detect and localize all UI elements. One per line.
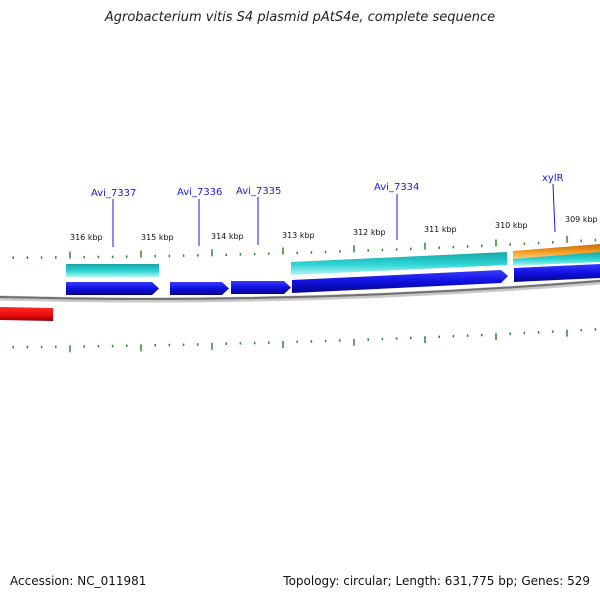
kbp-labels: 316 kbp 315 kbp 314 kbp 313 kbp 312 kbp … [70, 215, 598, 242]
gene-xylr-arrow[interactable] [514, 264, 600, 282]
gene-label-avi-7334[interactable]: Avi_7334 [374, 182, 419, 193]
gene-label-leaders [112, 183, 556, 247]
kbp-label-315: 315 kbp [141, 233, 174, 242]
gene-label-avi-7335[interactable]: Avi_7335 [236, 186, 281, 197]
leader-xylr [552, 183, 556, 233]
kbp-label-312: 312 kbp [353, 228, 386, 237]
topology-info: Topology: circular; Length: 631,775 bp; … [283, 574, 590, 588]
gene-label-avi-7337[interactable]: Avi_7337 [91, 188, 136, 199]
feature-avi-7337-rna[interactable] [66, 264, 159, 277]
kbp-label-316: 316 kbp [70, 233, 103, 242]
accession-info: Accession: NC_011981 [10, 574, 146, 588]
accession-value: NC_011981 [77, 574, 147, 588]
gene-labels: Avi_7337 Avi_7336 Avi_7335 Avi_7334 xylR [91, 173, 564, 199]
kbp-tick-track-top [12, 235, 597, 259]
feature-avi-7334-rna[interactable] [291, 252, 507, 275]
feature-xylr-orange[interactable] [513, 244, 600, 259]
kbp-label-311: 311 kbp [424, 225, 457, 234]
kbp-label-309: 309 kbp [565, 215, 598, 224]
cds-forward-track [66, 264, 600, 295]
map-title: Agrobacterium vitis S4 plasmid pAtS4e, c… [104, 10, 496, 25]
kbp-tick-track-bottom [12, 328, 597, 353]
rna-feature-track [66, 244, 600, 277]
accession-label: Accession: [10, 574, 74, 588]
reverse-feature-red[interactable] [0, 307, 53, 321]
gene-avi-7334-arrow[interactable] [292, 270, 508, 293]
kbp-label-310: 310 kbp [495, 221, 528, 230]
gene-label-xylr[interactable]: xylR [542, 173, 564, 184]
gene-avi-7335-arrow[interactable] [231, 281, 291, 294]
gene-avi-7337-arrow[interactable] [66, 282, 159, 295]
backbone-line [0, 280, 600, 300]
gene-label-avi-7336[interactable]: Avi_7336 [177, 187, 222, 198]
gene-avi-7336-arrow[interactable] [170, 282, 229, 295]
kbp-label-314: 314 kbp [211, 232, 244, 241]
kbp-label-313: 313 kbp [282, 231, 315, 240]
